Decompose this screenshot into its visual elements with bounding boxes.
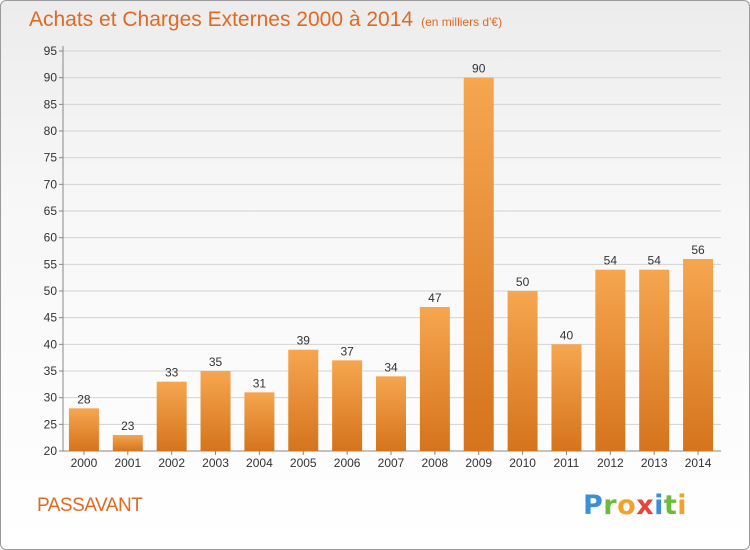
logo-letter: P <box>583 490 604 521</box>
x-tick-label: 2002 <box>158 456 185 470</box>
logo-letter: o <box>617 490 637 521</box>
bar-value-label: 56 <box>691 243 705 257</box>
logo-letter: t <box>663 490 678 521</box>
bar <box>156 381 187 451</box>
y-tick-label: 60 <box>44 231 58 245</box>
y-tick-label: 80 <box>44 124 58 138</box>
x-tick-label: 2007 <box>378 456 405 470</box>
chart-unit: (en milliers d'€) <box>421 15 503 29</box>
y-tick-label: 75 <box>44 151 58 165</box>
bar <box>68 408 99 451</box>
y-tick-label: 85 <box>44 97 58 111</box>
y-tick-label: 50 <box>44 284 58 298</box>
y-tick-label: 70 <box>44 177 58 191</box>
bar <box>683 259 714 451</box>
bar-value-label: 23 <box>121 419 135 433</box>
y-tick-label: 35 <box>44 364 58 378</box>
bar-value-label: 54 <box>648 254 662 268</box>
x-tick-label: 2004 <box>246 456 273 470</box>
bar <box>200 371 231 451</box>
y-tick-label: 90 <box>44 71 58 85</box>
bar-value-label: 35 <box>209 355 223 369</box>
x-tick-label: 2000 <box>71 456 98 470</box>
y-tick-label: 20 <box>44 444 58 458</box>
x-tick-label: 2006 <box>334 456 361 470</box>
bar <box>551 344 582 451</box>
chart-title-text: Achats et Charges Externes 2000 à 2014 <box>29 8 414 31</box>
bar-value-label: 31 <box>253 376 267 390</box>
bar-value-label: 90 <box>472 62 486 76</box>
y-tick-label: 40 <box>44 337 58 351</box>
bar-value-label: 54 <box>604 254 618 268</box>
bar <box>639 269 670 451</box>
x-tick-label: 2011 <box>554 456 580 470</box>
bar-value-label: 34 <box>384 360 398 374</box>
bar <box>112 435 143 451</box>
x-tick-label: 2001 <box>114 456 141 470</box>
y-tick-label: 95 <box>44 44 58 58</box>
bar <box>244 392 275 451</box>
x-tick-label: 2005 <box>290 456 317 470</box>
bar-value-label: 50 <box>516 275 530 289</box>
proxiti-logo: Proxiti <box>583 490 687 521</box>
bar <box>595 269 626 451</box>
bar <box>463 77 494 452</box>
chart-title: Achats et Charges Externes 2000 à 2014 (e… <box>29 8 502 32</box>
y-tick-label: 25 <box>44 417 58 431</box>
x-tick-label: 2013 <box>641 456 668 470</box>
x-tick-label: 2009 <box>465 456 492 470</box>
x-tick-label: 2008 <box>422 456 449 470</box>
bar-value-label: 28 <box>77 392 91 406</box>
bar-value-label: 39 <box>297 334 311 348</box>
x-tick-label: 2010 <box>509 456 536 470</box>
bar-value-label: 33 <box>165 366 179 380</box>
y-tick-label: 65 <box>44 204 58 218</box>
bar-value-label: 37 <box>340 344 354 358</box>
commune-name: PASSAVANT <box>37 495 143 516</box>
bar-value-label: 40 <box>560 328 574 342</box>
bar <box>376 376 406 451</box>
bar <box>332 360 363 451</box>
bar <box>507 291 538 451</box>
x-tick-label: 2014 <box>685 456 712 470</box>
logo-letter: x <box>636 490 655 521</box>
logo-letter: i <box>654 490 664 521</box>
bar <box>288 349 319 451</box>
y-tick-label: 30 <box>44 391 58 405</box>
bar <box>419 307 450 451</box>
logo-letter: r <box>603 490 618 521</box>
x-tick-label: 2012 <box>597 456 624 470</box>
logo-letter: i <box>677 490 688 521</box>
y-tick-label: 55 <box>44 257 58 271</box>
bar-value-label: 47 <box>428 291 442 305</box>
y-tick-label: 45 <box>44 311 58 325</box>
x-tick-label: 2003 <box>202 456 229 470</box>
